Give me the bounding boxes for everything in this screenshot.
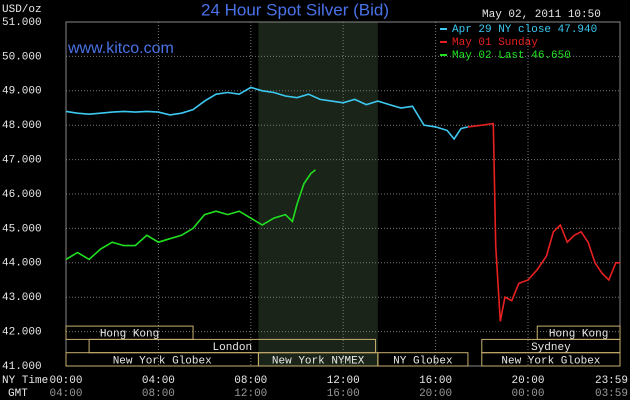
x-tick-label-gmt: 16:00 xyxy=(327,388,360,400)
y-tick-label: 51.000 xyxy=(2,17,42,29)
session-label: NY Globex xyxy=(393,355,453,367)
session-label: Hong Kong xyxy=(549,329,608,341)
y-tick-label: 46.000 xyxy=(2,189,42,201)
x-tick-label-gmt: 08:00 xyxy=(142,388,175,400)
y-tick-label: 41.000 xyxy=(2,361,42,373)
x-tick-label-gmt: 04:00 xyxy=(49,388,82,400)
chart-title: 24 Hour Spot Silver (Bid) xyxy=(201,0,389,19)
watermark: www.kitco.com xyxy=(67,40,174,57)
series-line xyxy=(467,122,620,322)
session-label: Hong Kong xyxy=(100,329,159,341)
x-tick-label: 23:59 xyxy=(595,375,628,387)
y-tick-label: 49.000 xyxy=(2,86,42,98)
session-box xyxy=(377,352,469,367)
timestamp: May 02, 2011 10:50 xyxy=(482,9,601,21)
y-tick-label: 44.000 xyxy=(2,258,42,270)
y-tick-label: 50.000 xyxy=(2,51,42,63)
x-tick-label: 08:00 xyxy=(234,375,267,387)
x-row-label: NY Time xyxy=(2,375,48,387)
x-tick-label-gmt: 20:00 xyxy=(419,388,452,400)
legend-label: May 02 Last 46.650 xyxy=(452,50,571,62)
x-row-label: GMT xyxy=(8,388,28,400)
session-label: Sydney xyxy=(531,342,571,354)
session-box xyxy=(481,352,621,367)
x-tick-label: 12:00 xyxy=(327,375,360,387)
session-label: New York Globex xyxy=(113,355,212,367)
x-tick-label: 00:00 xyxy=(49,375,82,387)
series-line xyxy=(65,169,316,261)
x-tick-label: 04:00 xyxy=(142,375,175,387)
session-label: London xyxy=(213,342,253,354)
legend-label: May 01 Sunday xyxy=(452,37,538,49)
y-tick-label: 42.000 xyxy=(2,327,42,339)
series-line xyxy=(65,86,469,141)
session-label: New York NYMEX xyxy=(272,355,365,367)
session-label: New York Globex xyxy=(501,355,600,367)
y-axis-label: USD/oz xyxy=(2,4,42,16)
x-tick-label-gmt: 03:59 xyxy=(595,388,628,400)
y-tick-label: 48.000 xyxy=(2,120,42,132)
x-tick-label: 16:00 xyxy=(419,375,452,387)
y-tick-label: 45.000 xyxy=(2,223,42,235)
x-tick-label-gmt: 00:00 xyxy=(511,388,544,400)
x-tick-label: 20:00 xyxy=(511,375,544,387)
x-tick-label-gmt: 12:00 xyxy=(234,388,267,400)
y-tick-label: 47.000 xyxy=(2,155,42,167)
legend-label: Apr 29 NY close 47.940 xyxy=(452,24,597,36)
y-tick-label: 43.000 xyxy=(2,292,42,304)
